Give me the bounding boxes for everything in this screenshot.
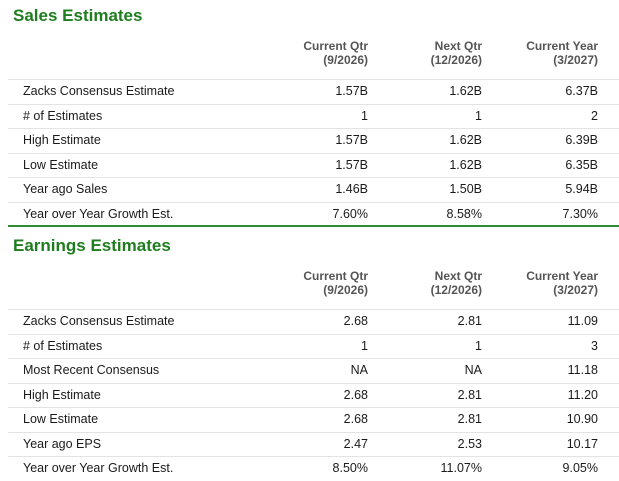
row-value: 2.68	[343, 387, 368, 402]
row-value: 11.07%	[440, 461, 482, 475]
row-value: 10.90	[566, 412, 598, 426]
sales-col-current-qtr: Current Qtr (9/2026)	[303, 39, 368, 67]
earnings-header-row: Current Qtr (9/2026) Next Qtr (12/2026) …	[8, 267, 619, 309]
row-value: 8.58%	[446, 206, 482, 221]
row-value: 7.60%	[332, 206, 368, 221]
row-value: 7.30%	[562, 206, 598, 221]
sales-estimates-title: Sales Estimates	[13, 6, 143, 25]
row-value: 1	[475, 108, 482, 123]
row-value: 3	[591, 338, 598, 353]
row-label: Year ago Sales	[23, 182, 108, 196]
row-label: Year over Year Growth Est.	[23, 461, 174, 475]
row-value: 2.68	[343, 412, 368, 426]
row-label: Zacks Consensus Estimate	[23, 314, 175, 328]
sales-col-current-year: Current Year (3/2027)	[526, 39, 598, 67]
sales-col-next-qtr: Next Qtr (12/2026)	[430, 39, 482, 67]
table-row: High Estimate 1.57B 1.62B 6.39B	[8, 128, 619, 153]
row-value: 2.47	[343, 436, 368, 451]
table-row: # of Estimates 1 1 3	[8, 333, 619, 359]
row-label: Most Recent Consensus	[23, 363, 160, 377]
table-row: Zacks Consensus Estimate 2.68 2.81 11.09	[8, 309, 619, 334]
row-label: # of Estimates	[23, 108, 103, 123]
table-row: Zacks Consensus Estimate 1.57B 1.62B 6.37B	[8, 79, 619, 104]
row-label: Low Estimate	[23, 157, 99, 172]
row-label: Year over Year Growth Est.	[23, 206, 174, 221]
table-row: High Estimate 2.68 2.81 11.20	[8, 382, 619, 408]
row-value: 1.57B	[335, 157, 368, 172]
row-label: Low Estimate	[23, 412, 99, 426]
row-value: 5.94B	[565, 182, 598, 196]
row-value: 1	[361, 338, 368, 353]
table-row: Year ago Sales 1.46B 1.50B 5.94B	[8, 177, 619, 202]
row-value: 2.81	[457, 314, 482, 328]
section-divider	[8, 225, 619, 227]
row-label: High Estimate	[23, 387, 101, 402]
row-value: 2.81	[457, 412, 482, 426]
row-value: 2.53	[457, 436, 482, 451]
table-row: Low Estimate 1.57B 1.62B 6.35B	[8, 152, 619, 178]
row-value: 1.57B	[335, 133, 368, 147]
sales-table-body: Zacks Consensus Estimate 1.57B 1.62B 6.37B #…	[0, 79, 619, 226]
row-value: 9.05%	[562, 461, 598, 475]
row-label: Year ago EPS	[23, 436, 102, 451]
row-value: 1	[361, 108, 368, 123]
earnings-col-next-qtr: Next Qtr (12/2026)	[430, 269, 482, 297]
table-row: Year over Year Growth Est. 7.60% 8.58% 7.30…	[8, 201, 619, 227]
row-value: 1.62B	[449, 157, 482, 172]
table-row: Year ago EPS 2.47 2.53 10.17	[8, 431, 619, 457]
row-value: 2.81	[457, 387, 482, 402]
row-value: 1.50B	[449, 182, 482, 196]
row-value: NA	[350, 363, 368, 377]
row-value: 8.50%	[332, 461, 368, 475]
table-row: Year over Year Growth Est. 8.50% 11.07% 9.0…	[8, 456, 619, 481]
row-value: 2	[591, 108, 598, 123]
table-row: # of Estimates 1 1 2	[8, 103, 619, 129]
row-value: 6.37B	[565, 84, 598, 98]
earnings-estimates-section: Earnings Estimates Current Qtr (9/2026) …	[0, 232, 619, 481]
row-label: Zacks Consensus Estimate	[23, 84, 175, 98]
row-value: 1.46B	[335, 182, 368, 196]
earnings-table-body: Zacks Consensus Estimate 2.68 2.81 11.09 # o…	[0, 309, 619, 481]
row-value: 2.68	[343, 314, 368, 328]
row-value: 10.17	[566, 436, 598, 451]
row-value: 6.39B	[565, 133, 598, 147]
row-value: 6.35B	[565, 157, 598, 172]
sales-estimates-section: Sales Estimates Current Qtr (9/2026) Nex…	[0, 0, 619, 227]
sales-header-row: Current Qtr (9/2026) Next Qtr (12/2026) …	[8, 37, 619, 79]
row-value: 11.09	[567, 314, 598, 328]
row-value: NA	[464, 363, 482, 377]
earnings-col-current-qtr: Current Qtr (9/2026)	[303, 269, 368, 297]
row-value: 11.20	[567, 387, 598, 402]
row-value: 1.62B	[449, 84, 482, 98]
row-value: 1	[475, 338, 482, 353]
row-value: 1.57B	[335, 84, 368, 98]
row-label: High Estimate	[23, 133, 101, 147]
earnings-col-current-year: Current Year (3/2027)	[526, 269, 598, 297]
row-value: 11.18	[567, 363, 598, 377]
earnings-estimates-title: Earnings Estimates	[13, 236, 171, 255]
table-row: Low Estimate 2.68 2.81 10.90	[8, 407, 619, 432]
row-label: # of Estimates	[23, 338, 103, 353]
row-value: 1.62B	[449, 133, 482, 147]
table-row: Most Recent Consensus NA NA 11.18	[8, 358, 619, 383]
